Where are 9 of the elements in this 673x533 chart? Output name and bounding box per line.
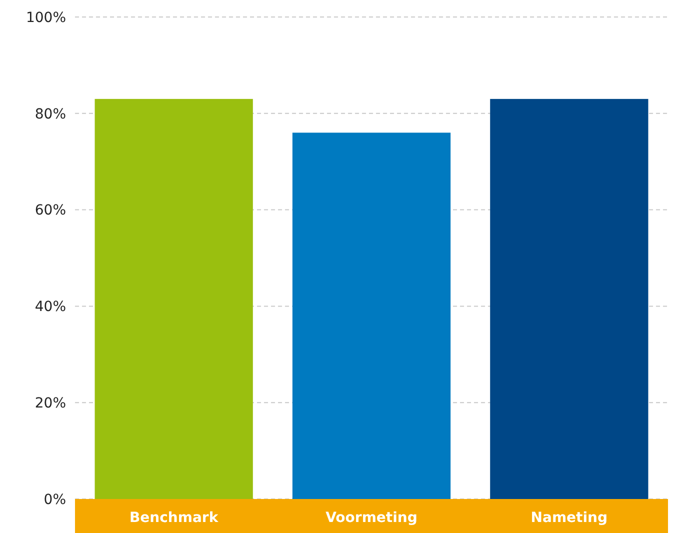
y-tick-label: 80% [34,106,66,122]
y-tick-label: 0% [44,492,66,508]
x-tick-label: Benchmark [130,510,219,526]
y-tick-label: 40% [34,299,66,316]
y-tick-label: 60% [34,202,66,219]
x-tick-label: Nameting [530,510,608,526]
y-tick-label: 100% [26,10,66,26]
y-tick-label: 20% [34,396,66,412]
x-tick-label: Voormeting [326,510,418,526]
